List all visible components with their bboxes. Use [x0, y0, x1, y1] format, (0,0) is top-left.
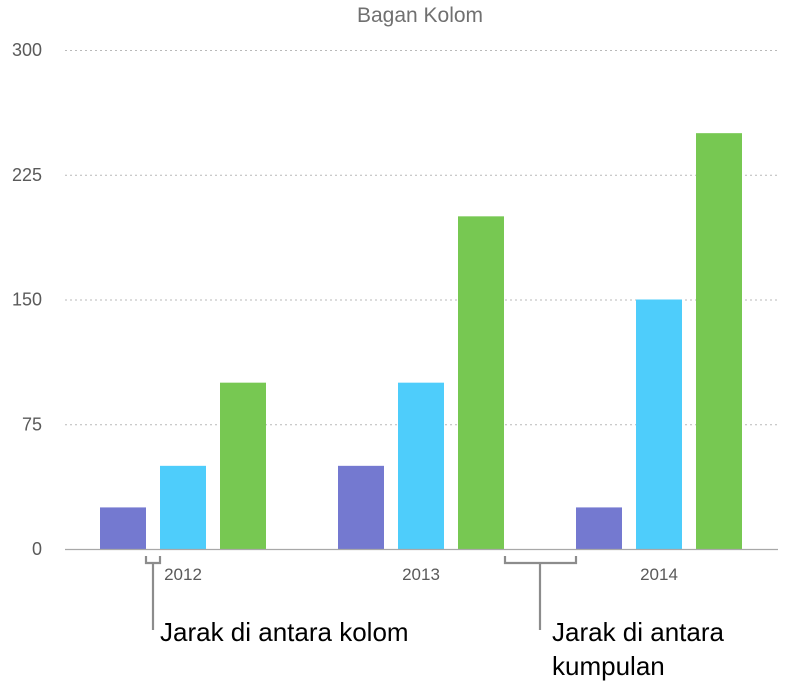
y-tick-label: 225: [12, 165, 42, 185]
bar-2013-s3: [458, 216, 504, 550]
set-gap-label-line-1: Jarak di antara: [552, 617, 725, 647]
y-tick-label: 75: [22, 414, 42, 434]
bar-2012-s3: [220, 382, 266, 549]
y-tick-label: 150: [12, 290, 42, 310]
y-tick-labels: 0 75 150 225 300: [12, 40, 42, 559]
bar-2012-s2: [160, 465, 206, 549]
y-tick-label: 0: [32, 539, 42, 559]
column-gap-label: Jarak di antara kolom: [160, 617, 409, 647]
bar-2014-s2: [636, 299, 682, 549]
x-tick-label: 2012: [164, 565, 202, 584]
bar-2014-s3: [696, 133, 742, 549]
bar-2013-s1: [338, 465, 384, 549]
set-gap-callout: Jarak di antara kumpulan: [503, 556, 725, 681]
y-tick-label: 300: [12, 40, 42, 60]
bar-2012-s1: [100, 507, 146, 549]
bars: [100, 133, 742, 550]
set-gap-label-line-2: kumpulan: [552, 651, 665, 681]
x-tick-label: 2013: [402, 565, 440, 584]
bar-2014-s1: [576, 507, 622, 549]
chart-title: Bagan Kolom: [357, 4, 483, 27]
column-gap-callout: Jarak di antara kolom: [144, 556, 409, 647]
x-tick-label: 2014: [640, 565, 678, 584]
bar-2013-s2: [398, 382, 444, 549]
x-tick-labels: 2012 2013 2014: [164, 565, 678, 584]
column-gap-bracket: [144, 556, 162, 630]
set-gap-bracket: [503, 556, 578, 630]
